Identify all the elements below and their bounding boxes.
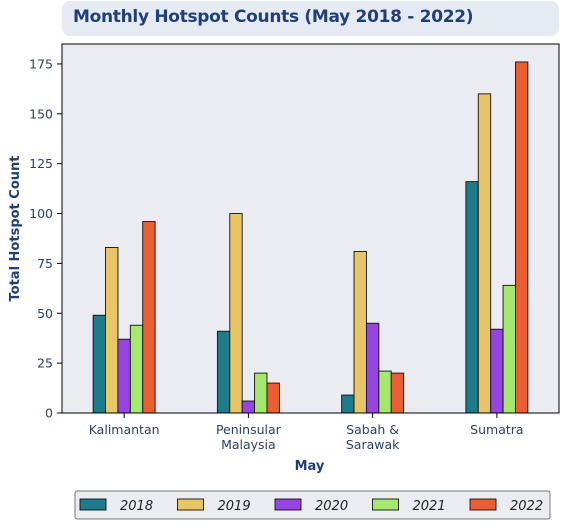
legend-swatch-2019 bbox=[177, 498, 204, 511]
bar-2022-0 bbox=[142, 221, 156, 414]
bar-2019-1 bbox=[229, 213, 243, 414]
y-tick-label: 75 bbox=[37, 256, 53, 271]
y-axis-ticks: 0 25 50 75 100 125 150 175 bbox=[29, 56, 62, 421]
bar-2021-1 bbox=[254, 372, 268, 414]
y-tick-label: 125 bbox=[29, 156, 53, 171]
legend: 2018 2019 2020 2021 2022 bbox=[74, 490, 551, 520]
x-axis-label: May bbox=[295, 459, 325, 474]
legend-label-2020: 2020 bbox=[315, 499, 348, 514]
bar-2018-3 bbox=[465, 181, 479, 414]
bar-2018-1 bbox=[216, 330, 231, 414]
bar-2020-3 bbox=[490, 328, 504, 414]
bar-2022-2 bbox=[390, 372, 405, 414]
bar-2019-2 bbox=[353, 250, 367, 414]
legend-swatch-2022 bbox=[469, 498, 497, 511]
y-axis-label: Total Hotspot Count bbox=[8, 156, 23, 302]
y-tick-label: 0 bbox=[45, 406, 53, 421]
x-tick-label: Malaysia bbox=[221, 437, 276, 452]
bar-2019-3 bbox=[477, 93, 492, 414]
bar-2018-2 bbox=[341, 394, 355, 414]
bar-2020-0 bbox=[117, 338, 131, 414]
legend-label-2018: 2018 bbox=[120, 499, 153, 514]
y-tick-label: 25 bbox=[37, 356, 53, 371]
bar-2022-1 bbox=[266, 382, 280, 414]
y-tick-label: 100 bbox=[29, 206, 53, 221]
legend-swatch-2020 bbox=[274, 498, 302, 511]
legend-label-2021: 2021 bbox=[413, 499, 446, 514]
legend-swatch-2018 bbox=[79, 498, 107, 511]
x-tick-label: Kalimantan bbox=[89, 422, 160, 437]
y-tick-label: 150 bbox=[29, 106, 53, 121]
chart-title-box: Monthly Hotspot Counts (May 2018 - 2022) bbox=[62, 1, 559, 36]
bar-2018-0 bbox=[92, 314, 106, 414]
y-tick-label: 175 bbox=[29, 56, 53, 71]
bar-2019-0 bbox=[105, 246, 119, 414]
bar-2022-3 bbox=[515, 61, 529, 414]
legend-box bbox=[74, 490, 551, 520]
legend-label-2019: 2019 bbox=[218, 499, 251, 514]
x-tick-label: Peninsular bbox=[216, 422, 282, 437]
bar-2021-0 bbox=[129, 324, 144, 414]
chart-title: Monthly Hotspot Counts (May 2018 - 2022) bbox=[73, 7, 474, 27]
legend-label-2022: 2022 bbox=[510, 499, 543, 514]
y-tick-label: 50 bbox=[37, 306, 53, 321]
x-tick-label: Sarawak bbox=[346, 437, 400, 452]
bar-2021-3 bbox=[502, 284, 516, 414]
legend-swatch-2021 bbox=[372, 498, 399, 511]
bar-2020-1 bbox=[241, 400, 256, 414]
x-tick-label: Sumatra bbox=[470, 422, 523, 437]
bar-2020-2 bbox=[365, 322, 380, 414]
x-tick-label: Sabah & bbox=[346, 422, 399, 437]
bars-group bbox=[92, 61, 529, 414]
plot-frame bbox=[61, 43, 560, 414]
bar-2021-2 bbox=[378, 370, 392, 414]
